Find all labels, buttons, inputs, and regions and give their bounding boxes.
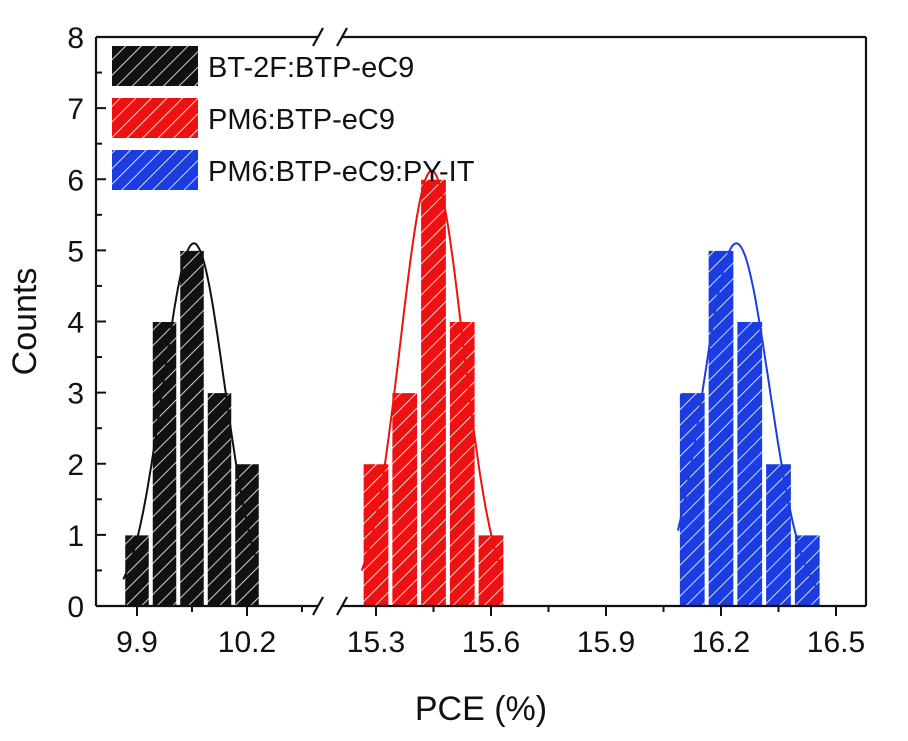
legend-label: PM6:BTP-eC9:PY-IT xyxy=(208,156,475,188)
bar xyxy=(707,249,735,607)
x-tick-label: 15.6 xyxy=(462,626,520,659)
legend: BT-2F:BTP-eC9 PM6:BTP-eC9 PM6:BTP-eC9:PY-I… xyxy=(112,46,475,190)
bar xyxy=(206,392,233,607)
y-tick-label: 1 xyxy=(67,520,84,553)
axis-break-mark xyxy=(336,27,348,47)
x-tick-label: 15.9 xyxy=(577,626,635,659)
x-tick-label: 10.2 xyxy=(218,626,276,659)
y-tick-label: 0 xyxy=(67,591,84,624)
legend-label: PM6:BTP-eC9 xyxy=(208,104,395,136)
fit-curve xyxy=(360,169,501,571)
bar xyxy=(151,321,178,607)
fit-curves-layer xyxy=(122,169,817,587)
bar xyxy=(765,463,792,607)
y-tick-label: 7 xyxy=(67,93,84,126)
y-tick-label: 4 xyxy=(67,307,84,340)
y-axis-title: Counts xyxy=(6,268,44,376)
bar xyxy=(124,534,150,607)
bar xyxy=(448,321,476,607)
bar xyxy=(477,534,505,607)
fit-curve xyxy=(676,242,817,587)
x-tick-label: 16.2 xyxy=(692,626,750,659)
y-tick-label: 3 xyxy=(67,378,84,411)
x-tick-label: 9.9 xyxy=(116,626,158,659)
y-tick-label: 5 xyxy=(67,235,84,268)
bar xyxy=(678,392,706,607)
fit-curve xyxy=(122,242,257,580)
x-tick-label: 15.3 xyxy=(347,626,405,659)
y-tick-label: 2 xyxy=(67,449,84,482)
legend-swatch xyxy=(112,46,198,86)
axis-break-mark xyxy=(312,596,324,616)
ticks-layer: 0 1 2 3 4 5 6 7 8 9.9 10.2 15.3 15.6 15.9 16.2 16.5 xyxy=(67,22,865,659)
x-tick-label: 16.5 xyxy=(807,626,865,659)
legend-swatch xyxy=(112,98,198,138)
axis-break-mark xyxy=(336,596,348,616)
bar xyxy=(362,463,390,607)
bar xyxy=(420,178,447,607)
y-tick-label: 6 xyxy=(67,164,84,197)
bars-layer xyxy=(124,178,821,607)
legend-label: BT-2F:BTP-eC9 xyxy=(208,52,414,84)
legend-swatch xyxy=(112,150,198,190)
bar xyxy=(234,463,260,607)
axis-break-mark xyxy=(312,27,324,47)
bar xyxy=(179,249,205,607)
bar xyxy=(736,321,764,607)
y-tick-label: 8 xyxy=(67,22,84,55)
x-axis-title: PCE (%) xyxy=(415,690,547,728)
bar xyxy=(391,392,419,607)
